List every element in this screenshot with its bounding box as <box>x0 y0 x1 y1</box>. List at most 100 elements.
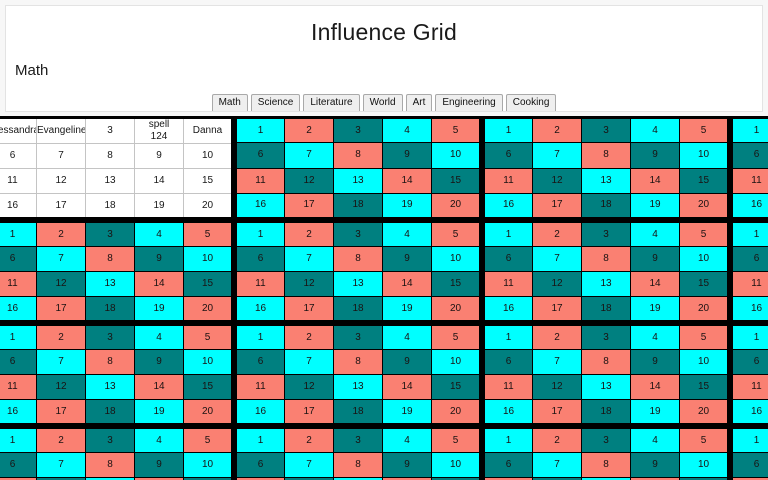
grid-cell[interactable]: 3 <box>85 324 135 350</box>
column-header[interactable]: Danna <box>183 117 233 144</box>
grid-cell[interactable]: 8 <box>581 142 631 169</box>
grid-cell[interactable]: 1 <box>731 116 768 144</box>
grid-cell[interactable]: 5 <box>679 427 729 453</box>
grid-cell[interactable]: 1 <box>483 221 533 247</box>
grid-cell[interactable]: 6 <box>483 349 533 375</box>
grid-cell[interactable]: 10 <box>431 142 481 169</box>
grid-cell[interactable]: 9 <box>630 142 680 169</box>
grid-cell[interactable]: 9 <box>630 452 680 478</box>
grid-cell[interactable]: 9 <box>630 246 680 272</box>
grid-cell[interactable]: 9 <box>134 349 184 375</box>
grid-cell[interactable]: 16 <box>731 192 768 220</box>
grid-cell[interactable]: 10 <box>183 246 233 272</box>
grid-cell[interactable]: 7 <box>284 246 334 272</box>
grid-cell[interactable]: 14 <box>630 374 680 400</box>
grid-cell[interactable]: 9 <box>134 246 184 272</box>
grid-cell[interactable]: 9 <box>382 452 432 478</box>
grid-cell[interactable]: 10 <box>679 142 729 169</box>
grid-cell[interactable]: 2 <box>36 324 86 350</box>
grid-cell[interactable]: 18 <box>581 399 631 425</box>
grid-cell[interactable]: 10 <box>431 246 481 272</box>
grid-cell[interactable]: 7 <box>36 143 86 169</box>
grid-cell[interactable]: 9 <box>382 246 432 272</box>
grid-cell[interactable]: 12 <box>284 271 334 297</box>
grid-cell[interactable]: 6 <box>731 349 768 375</box>
grid-cell[interactable]: 5 <box>431 427 481 453</box>
grid-cell[interactable]: 12 <box>284 374 334 400</box>
grid-cell[interactable]: 1 <box>0 427 37 453</box>
grid-cell[interactable]: 12 <box>36 374 86 400</box>
grid-cell[interactable]: 6 <box>235 349 285 375</box>
grid-cell[interactable]: 9 <box>134 452 184 478</box>
grid-cell[interactable]: 7 <box>532 452 582 478</box>
grid-cell[interactable]: 2 <box>284 324 334 350</box>
grid-cell[interactable]: 16 <box>0 399 37 425</box>
grid-cell[interactable]: 4 <box>630 221 680 247</box>
grid-cell[interactable]: 19 <box>382 192 432 220</box>
grid-cell[interactable]: 13 <box>85 271 135 297</box>
grid-cell[interactable]: 8 <box>85 246 135 272</box>
grid-cell[interactable]: 19 <box>630 296 680 322</box>
grid-cell[interactable]: 8 <box>581 349 631 375</box>
grid-cell[interactable]: 7 <box>532 349 582 375</box>
grid-cell[interactable]: 7 <box>36 452 86 478</box>
column-header[interactable]: spell 124 <box>134 117 184 144</box>
grid-cell[interactable]: 19 <box>382 399 432 425</box>
grid-cell[interactable]: 1 <box>483 324 533 350</box>
grid-cell[interactable]: 18 <box>85 296 135 322</box>
category-button-math[interactable]: Math <box>211 94 248 111</box>
column-header[interactable]: Evangeline <box>36 117 86 144</box>
grid-cell[interactable]: 12 <box>284 167 334 194</box>
grid-cell[interactable]: 14 <box>134 374 184 400</box>
grid-cell[interactable]: 8 <box>85 452 135 478</box>
grid-cell[interactable]: 7 <box>532 246 582 272</box>
grid-cell[interactable]: 5 <box>679 116 729 144</box>
grid-cell[interactable]: 16 <box>235 192 285 220</box>
grid-cell[interactable]: 11 <box>235 374 285 400</box>
grid-cell[interactable]: 11 <box>731 167 768 194</box>
grid-cell[interactable]: 13 <box>333 374 383 400</box>
grid-cell[interactable]: 15 <box>431 477 481 480</box>
grid-cell[interactable]: 3 <box>581 116 631 144</box>
grid-cell[interactable]: 14 <box>134 271 184 297</box>
grid-cell[interactable]: 7 <box>36 246 86 272</box>
grid-cell[interactable]: 14 <box>382 374 432 400</box>
grid-cell[interactable]: 19 <box>134 399 184 425</box>
grid-cell[interactable]: 5 <box>183 221 233 247</box>
grid-cell[interactable]: 12 <box>532 167 582 194</box>
grid-cell[interactable]: 10 <box>431 452 481 478</box>
grid-cell[interactable]: 20 <box>183 193 233 219</box>
grid-cell[interactable]: 15 <box>431 271 481 297</box>
grid-cell[interactable]: 15 <box>679 374 729 400</box>
grid-cell[interactable]: 9 <box>630 349 680 375</box>
grid-cell[interactable]: 16 <box>731 399 768 425</box>
grid-cell[interactable]: 6 <box>731 452 768 478</box>
grid-cell[interactable]: 16 <box>0 296 37 322</box>
grid-cell[interactable]: 4 <box>382 324 432 350</box>
grid-cell[interactable]: 8 <box>333 452 383 478</box>
column-header[interactable]: Alessandra <box>0 117 37 144</box>
grid-cell[interactable]: 8 <box>333 142 383 169</box>
grid-cell[interactable]: 2 <box>284 221 334 247</box>
grid-cell[interactable]: 20 <box>679 296 729 322</box>
grid-cell[interactable]: 11 <box>731 477 768 480</box>
grid-cell[interactable]: 1 <box>731 221 768 247</box>
grid-cell[interactable]: 18 <box>581 192 631 220</box>
grid-cell[interactable]: 14 <box>382 271 432 297</box>
grid-cell[interactable]: 12 <box>36 271 86 297</box>
grid-cell[interactable]: 4 <box>630 324 680 350</box>
grid-cell[interactable]: 18 <box>333 192 383 220</box>
grid-cell[interactable]: 20 <box>431 296 481 322</box>
grid-cell[interactable]: 7 <box>532 142 582 169</box>
grid-cell[interactable]: 12 <box>532 271 582 297</box>
grid-cell[interactable]: 17 <box>532 399 582 425</box>
grid-cell[interactable]: 1 <box>0 324 37 350</box>
grid-cell[interactable]: 4 <box>134 427 184 453</box>
